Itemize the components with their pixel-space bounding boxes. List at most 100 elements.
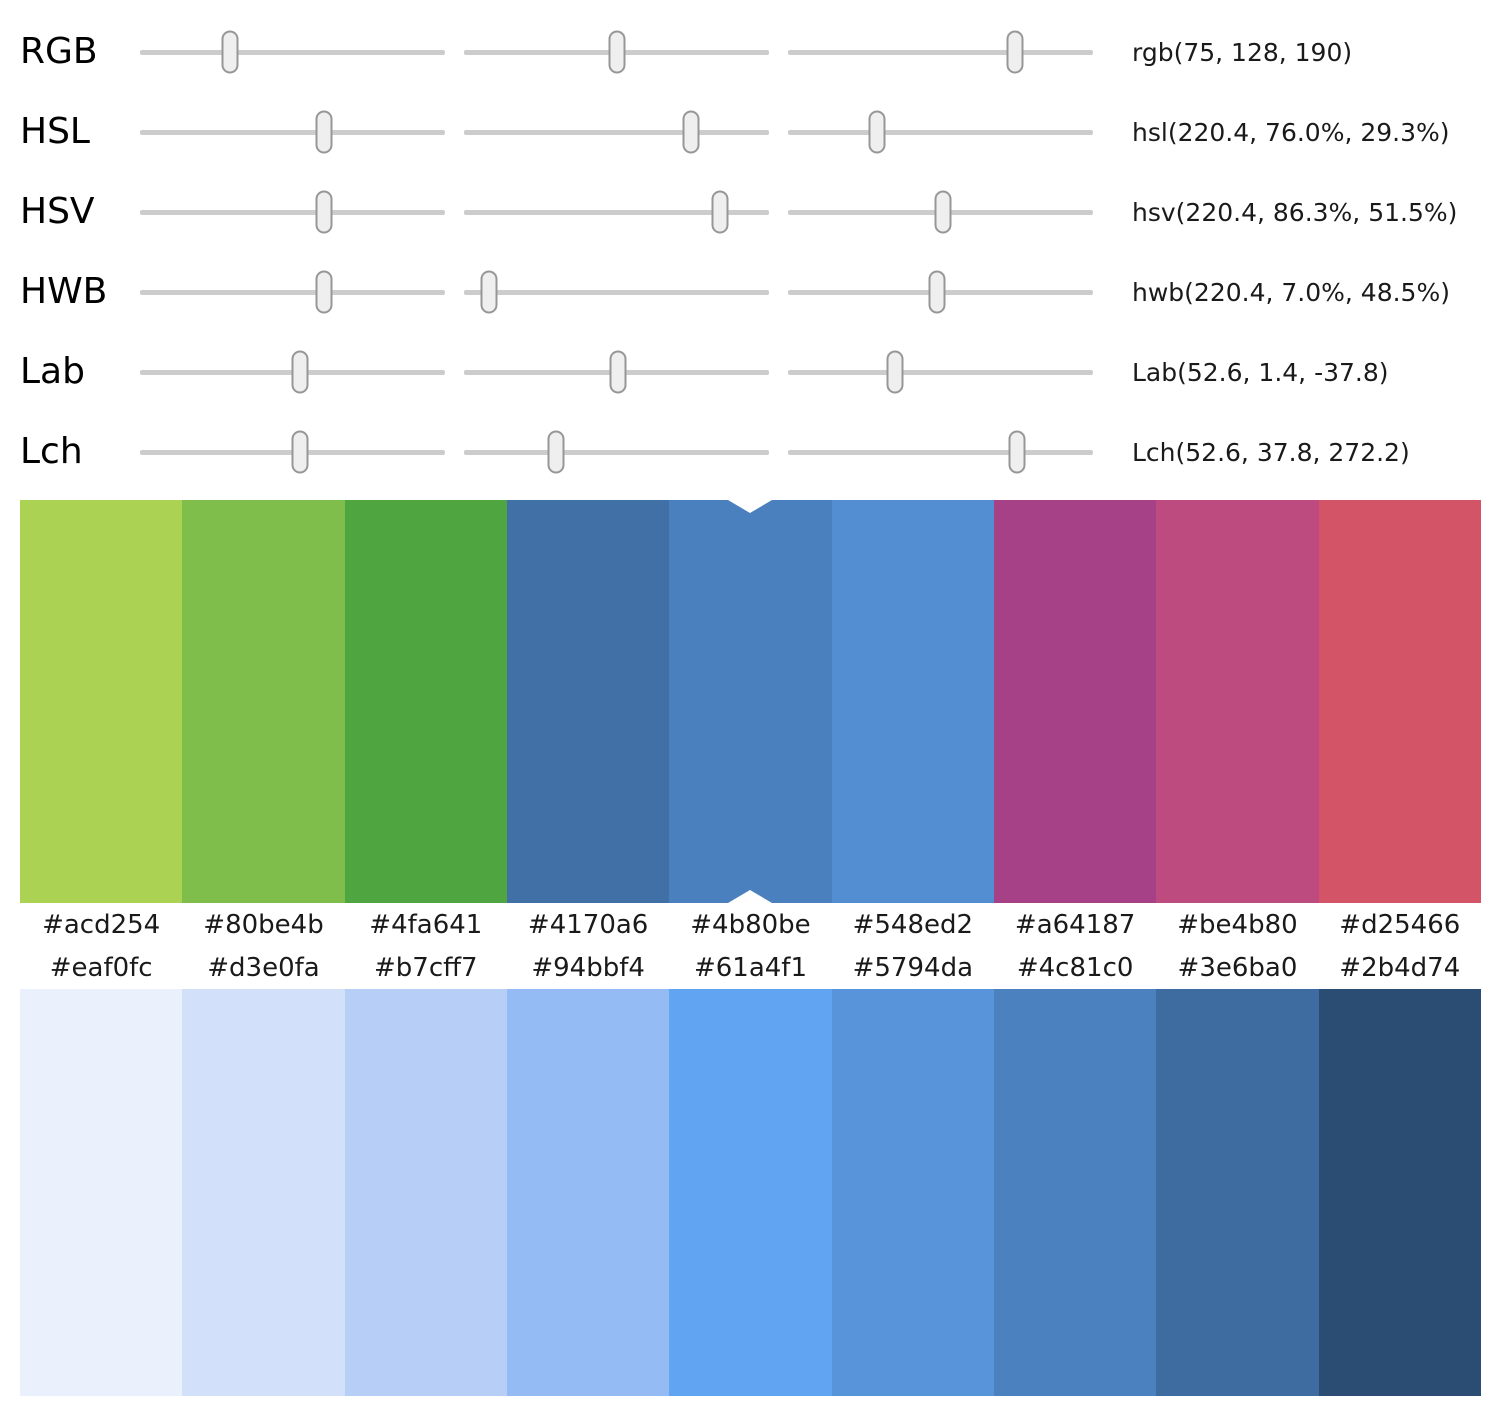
slider-track-r[interactable]: [140, 12, 445, 92]
slider-row-label: RGB: [20, 31, 98, 72]
slider-track-b[interactable]: [788, 12, 1093, 92]
slider-thumb[interactable]: [291, 430, 308, 474]
slider-thumb[interactable]: [480, 270, 498, 314]
hex-label: #5794da: [852, 952, 973, 983]
hue-swatch-selected[interactable]: [669, 500, 832, 903]
hex-label: #acd254: [42, 909, 161, 940]
slider-track-line: [464, 129, 769, 135]
hex-label: #80be4b: [203, 909, 324, 940]
hex-label: #3e6ba0: [1177, 952, 1298, 983]
slider-track-h[interactable]: [140, 252, 445, 332]
selection-notch-bottom-icon: [728, 890, 773, 903]
slider-track-s[interactable]: [464, 92, 769, 172]
hex-label: #be4b80: [1177, 909, 1298, 940]
slider-thumb[interactable]: [1006, 30, 1024, 74]
slider-track-v[interactable]: [788, 172, 1093, 252]
slider-track-l[interactable]: [140, 412, 445, 492]
slider-track-b[interactable]: [788, 252, 1093, 332]
hex-label: #4fa641: [369, 909, 483, 940]
lightness-swatch[interactable]: [831, 989, 994, 1396]
hue-swatch[interactable]: [831, 500, 994, 903]
hue-swatch[interactable]: [993, 500, 1157, 903]
slider-track-c[interactable]: [464, 412, 769, 492]
slider-track-line: [140, 49, 445, 55]
slider-row-label: HSV: [20, 191, 95, 232]
slider-row-label: Lch: [20, 431, 83, 472]
slider-thumb[interactable]: [291, 350, 308, 394]
slider-thumb[interactable]: [1008, 430, 1026, 474]
slider-track-line: [140, 129, 445, 135]
slider-thumb[interactable]: [868, 110, 886, 154]
lightness-swatch[interactable]: [993, 989, 1157, 1396]
lightness-swatch[interactable]: [182, 989, 345, 1396]
hue-hex-labels: #acd254 #80be4b #4fa641 #4170a6 #4b80be …: [20, 903, 1481, 946]
lightness-palette: [20, 989, 1481, 1396]
slider-row-label: HSL: [20, 111, 90, 152]
slider-thumb[interactable]: [315, 110, 333, 154]
hue-swatch[interactable]: [506, 500, 670, 903]
slider-thumb[interactable]: [547, 430, 564, 474]
lightness-swatch[interactable]: [1318, 989, 1481, 1396]
slider-row-rgb: RGB rgb(75, 128, 190): [20, 12, 1501, 92]
slider-track-line: [464, 449, 769, 455]
slider-value-readout: Lch(52.6, 37.8, 272.2): [1132, 437, 1410, 467]
slider-track-line: [140, 209, 445, 215]
slider-thumb[interactable]: [221, 30, 239, 74]
slider-track-l[interactable]: [140, 332, 445, 412]
slider-value-readout: rgb(75, 128, 190): [1132, 37, 1353, 67]
lightness-hex-labels: #eaf0fc #d3e0fa #b7cff7 #94bbf4 #61a4f1 …: [20, 946, 1481, 989]
hex-label: #61a4f1: [693, 952, 807, 983]
slider-value-readout: Lab(52.6, 1.4, -37.8): [1132, 357, 1389, 387]
slider-track-h[interactable]: [140, 172, 445, 252]
slider-value-readout: hwb(220.4, 7.0%, 48.5%): [1132, 277, 1450, 307]
slider-thumb[interactable]: [608, 30, 626, 74]
slider-thumb[interactable]: [934, 190, 952, 234]
hue-swatch[interactable]: [20, 500, 183, 903]
hue-swatch[interactable]: [182, 500, 345, 903]
slider-thumb[interactable]: [928, 270, 946, 314]
slider-row-label: Lab: [20, 351, 85, 392]
lightness-swatch[interactable]: [669, 989, 832, 1396]
slider-track-line: [788, 49, 1093, 55]
selection-notch-top-icon: [728, 500, 773, 513]
slider-thumb[interactable]: [609, 350, 627, 394]
hue-palette: [20, 500, 1481, 903]
slider-track-g[interactable]: [464, 12, 769, 92]
hex-label: #548ed2: [852, 909, 974, 940]
slider-track-a[interactable]: [464, 332, 769, 412]
slider-row-label: HWB: [20, 271, 108, 312]
slider-track-w[interactable]: [464, 252, 769, 332]
slider-thumb[interactable]: [315, 190, 333, 234]
slider-thumb[interactable]: [315, 270, 333, 314]
slider-track-line: [788, 449, 1093, 455]
slider-row-hsv: HSV hsv(220.4, 86.3%, 51.5%): [20, 172, 1501, 252]
slider-thumb[interactable]: [886, 350, 904, 394]
lightness-swatch[interactable]: [20, 989, 183, 1396]
hex-label: #d25466: [1339, 909, 1461, 940]
hue-swatch[interactable]: [1156, 500, 1319, 903]
slider-track-b[interactable]: [788, 332, 1093, 412]
slider-track-line: [140, 289, 445, 295]
hex-label: #d3e0fa: [207, 952, 320, 983]
slider-track-line: [788, 369, 1093, 375]
hex-label: #4b80be: [690, 909, 811, 940]
hue-swatch[interactable]: [1318, 500, 1481, 903]
lightness-swatch[interactable]: [344, 989, 507, 1396]
slider-row-hwb: HWB hwb(220.4, 7.0%, 48.5%): [20, 252, 1501, 332]
slider-track-line: [464, 289, 769, 295]
color-space-sliders: RGB rgb(75, 128, 190) HSL hsl(220.4,: [0, 0, 1501, 492]
slider-thumb[interactable]: [682, 110, 700, 154]
slider-track-s[interactable]: [464, 172, 769, 252]
hex-label: #4c81c0: [1016, 952, 1134, 983]
slider-value-readout: hsl(220.4, 76.0%, 29.3%): [1132, 117, 1450, 147]
slider-track-l[interactable]: [788, 92, 1093, 172]
hue-swatch[interactable]: [344, 500, 507, 903]
slider-track-h[interactable]: [140, 92, 445, 172]
slider-row-lch: Lch Lch(52.6, 37.8, 272.2): [20, 412, 1501, 492]
lightness-swatch[interactable]: [506, 989, 670, 1396]
slider-thumb[interactable]: [711, 190, 729, 234]
hex-label: #94bbf4: [531, 952, 645, 983]
slider-track-h[interactable]: [788, 412, 1093, 492]
hex-label: #b7cff7: [374, 952, 478, 983]
lightness-swatch[interactable]: [1156, 989, 1319, 1396]
